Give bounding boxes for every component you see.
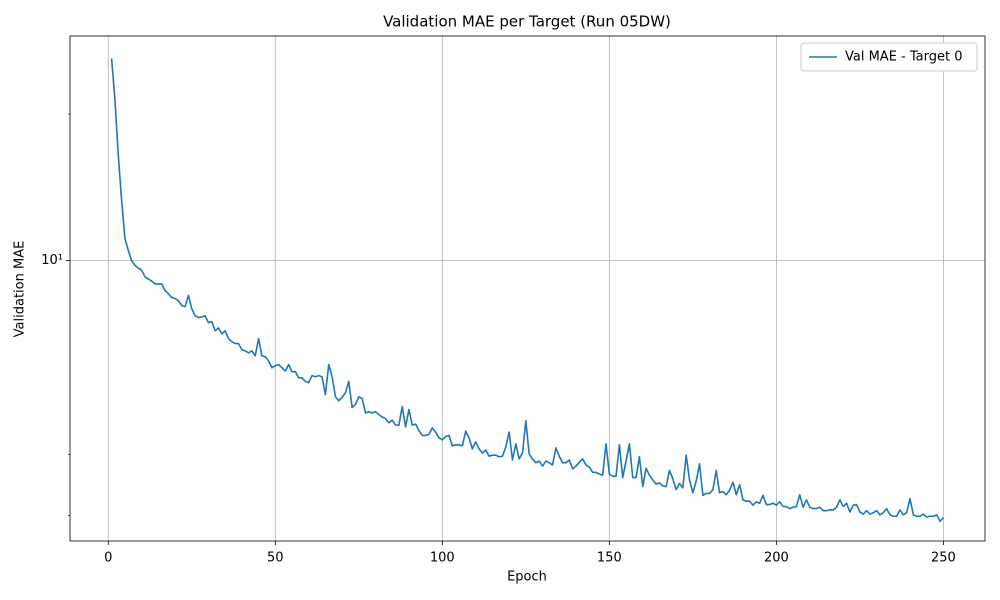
- y-axis-label: Validation MAE: [13, 241, 28, 338]
- x-tick-label: 0: [104, 551, 112, 566]
- x-tick-label: 150: [597, 551, 622, 566]
- y-tick-label: 10¹: [41, 253, 63, 268]
- legend-label: Val MAE - Target 0: [845, 50, 963, 65]
- x-tick-label: 250: [931, 551, 956, 566]
- x-tick-label: 50: [267, 551, 284, 566]
- line-series: [110, 58, 944, 523]
- chart-title: Validation MAE per Target (Run 05DW): [383, 13, 671, 31]
- plot-frame: [69, 35, 986, 542]
- x-tick-label: 200: [764, 551, 789, 566]
- x-axis-label: Epoch: [507, 570, 547, 585]
- legend-box: [800, 42, 978, 72]
- x-tick-label: 100: [430, 551, 455, 566]
